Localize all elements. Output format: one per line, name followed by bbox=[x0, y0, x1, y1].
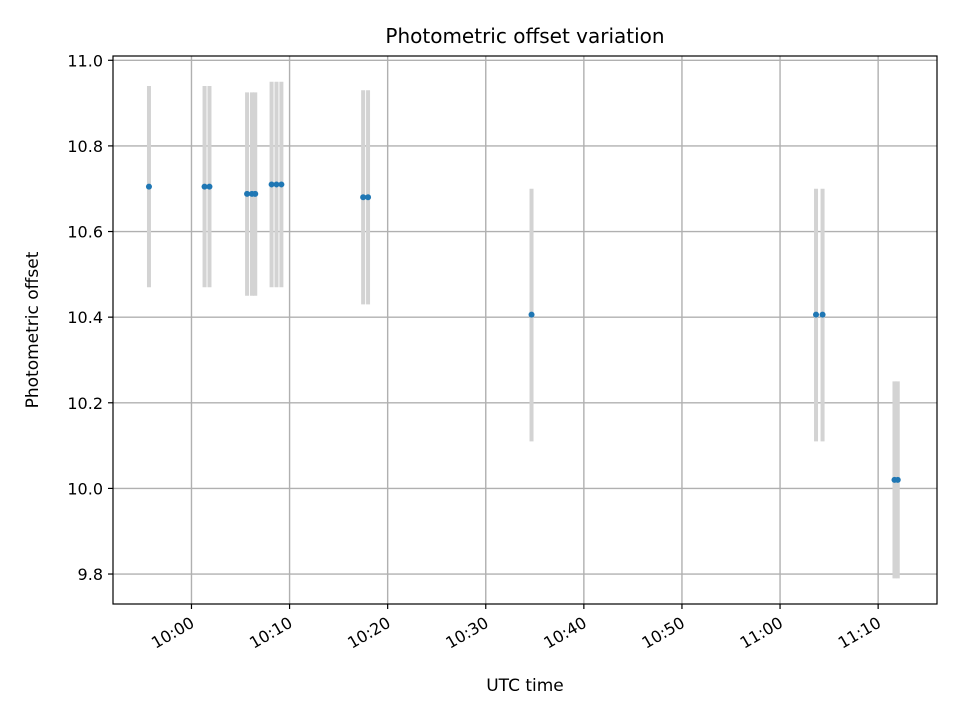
data-point bbox=[528, 311, 535, 318]
data-point bbox=[813, 311, 820, 318]
data-point bbox=[244, 190, 251, 197]
data-point bbox=[273, 181, 280, 188]
data-point bbox=[268, 181, 275, 188]
y-tick-label: 10.6 bbox=[67, 223, 103, 242]
data-point bbox=[252, 190, 259, 197]
x-axis-label: UTC time bbox=[486, 676, 564, 696]
data-point bbox=[145, 183, 152, 190]
y-axis: 9.8 10.0 10.2 10.4 10.6 10.8 11.0 bbox=[67, 51, 113, 584]
y-tick-label: 10.4 bbox=[67, 308, 103, 327]
data-point bbox=[360, 194, 367, 201]
y-tick-label: 11.0 bbox=[67, 51, 103, 70]
y-tick-label: 10.0 bbox=[67, 479, 103, 498]
data-points bbox=[145, 181, 901, 483]
data-point bbox=[365, 194, 372, 201]
y-tick-label: 10.8 bbox=[67, 137, 103, 156]
plot-frame bbox=[112, 55, 938, 605]
grid bbox=[113, 56, 937, 604]
y-tick-label: 9.8 bbox=[78, 565, 103, 584]
chart-title: Photometric offset variation bbox=[385, 24, 664, 48]
data-point bbox=[819, 311, 826, 318]
y-tick-label: 10.2 bbox=[67, 394, 103, 413]
data-point bbox=[206, 183, 213, 190]
data-point bbox=[278, 181, 285, 188]
y-axis-label: Photometric offset bbox=[23, 251, 43, 408]
data-point bbox=[201, 183, 208, 190]
data-point bbox=[894, 476, 901, 483]
